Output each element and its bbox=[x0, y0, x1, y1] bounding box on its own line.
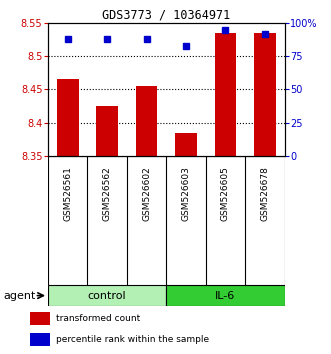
Text: control: control bbox=[88, 291, 126, 301]
Title: GDS3773 / 10364971: GDS3773 / 10364971 bbox=[102, 9, 230, 22]
Bar bbox=[254, 33, 276, 156]
Text: percentile rank within the sample: percentile rank within the sample bbox=[56, 335, 210, 344]
Bar bbox=[166, 285, 285, 306]
Bar bbox=[30, 333, 50, 346]
Text: GSM526603: GSM526603 bbox=[181, 166, 191, 221]
Text: transformed count: transformed count bbox=[56, 314, 141, 323]
Bar bbox=[96, 106, 118, 156]
Text: GSM526605: GSM526605 bbox=[221, 166, 230, 221]
Bar bbox=[30, 312, 50, 325]
Text: GSM526602: GSM526602 bbox=[142, 166, 151, 221]
Text: agent: agent bbox=[3, 291, 36, 301]
Bar bbox=[214, 33, 236, 156]
Text: GSM526562: GSM526562 bbox=[103, 166, 112, 221]
Bar bbox=[136, 86, 158, 156]
Bar bbox=[48, 285, 166, 306]
Bar bbox=[175, 132, 197, 156]
Text: GSM526678: GSM526678 bbox=[260, 166, 269, 221]
Text: GSM526561: GSM526561 bbox=[63, 166, 72, 221]
Bar bbox=[57, 79, 78, 156]
Text: IL-6: IL-6 bbox=[215, 291, 236, 301]
